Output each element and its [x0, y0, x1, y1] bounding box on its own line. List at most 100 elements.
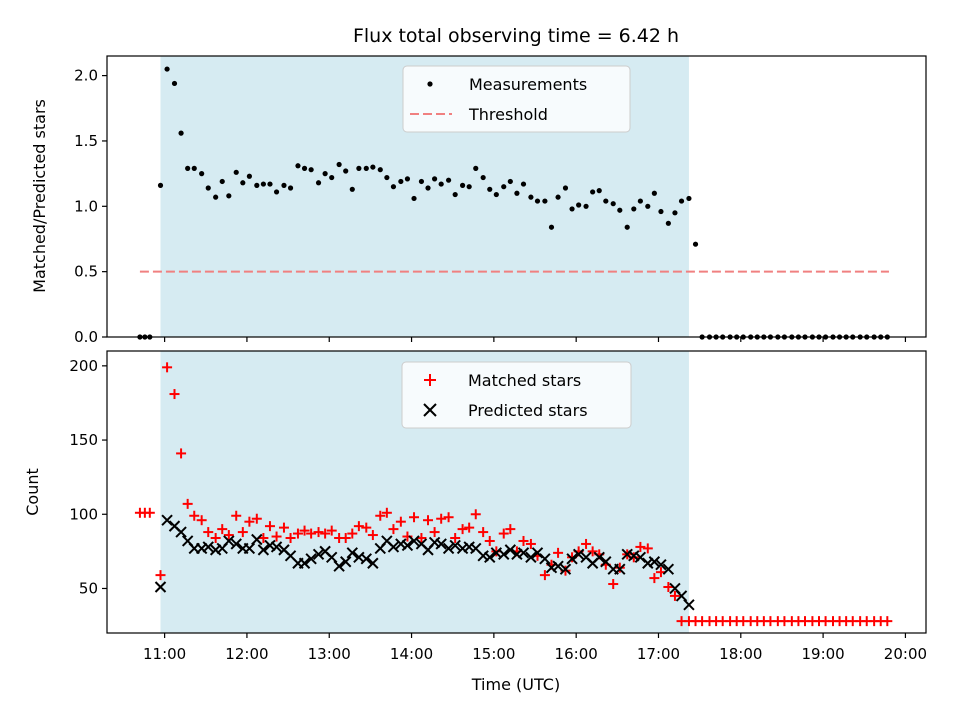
top-legend: Measurements Threshold — [402, 65, 631, 133]
predicted-stars-point-b — [360, 553, 372, 565]
predicted-stars-point-b — [634, 551, 647, 564]
measurement-point — [254, 182, 260, 188]
measurement-point — [514, 190, 520, 196]
measurement-point — [363, 165, 369, 171]
predicted-stars-point — [552, 560, 564, 572]
predicted-stars-point-b — [504, 544, 517, 556]
predicted-stars-point-b — [395, 538, 407, 550]
predicted-stars-point-b — [284, 550, 297, 562]
measurement-point — [329, 174, 335, 181]
predicted-stars-point-b — [161, 514, 173, 526]
matched-stars-point — [353, 521, 364, 532]
bottom-y-tick-label: 200 — [69, 357, 98, 375]
matched-stars-point — [367, 530, 378, 541]
matched-stars-point — [189, 510, 200, 521]
predicted-stars-point — [525, 551, 537, 564]
matched-stars-point — [423, 515, 434, 526]
bottom-axes-frame — [106, 350, 927, 634]
predicted-stars-point-b — [319, 545, 331, 558]
measurement-point — [466, 184, 472, 190]
predicted-stars-point — [154, 581, 167, 593]
measurement-point — [459, 182, 466, 188]
bottom-y-tick-label: 150 — [69, 431, 98, 449]
measurement-point — [487, 186, 493, 192]
measurement-point — [596, 188, 602, 194]
measurement-point — [645, 203, 651, 209]
bottom-legend-box — [401, 361, 632, 429]
predicted-stars-point-b — [498, 548, 510, 561]
matched-stars-point — [608, 579, 619, 590]
measurement-point — [199, 171, 205, 177]
predicted-stars-point — [230, 538, 242, 550]
measurement-point — [384, 174, 390, 181]
predicted-stars-point-b — [525, 551, 537, 564]
matched-stars-point — [581, 538, 592, 549]
predicted-stars-point — [161, 514, 173, 526]
predicted-stars-point-b — [326, 551, 338, 564]
measurement-point — [432, 176, 438, 182]
bottom-series-predicted-stars — [154, 514, 695, 611]
predicted-stars-point-b — [230, 538, 242, 550]
predicted-stars-point-b — [675, 590, 688, 602]
measurement-point — [178, 130, 184, 136]
x-tick-label: 17:00 — [637, 645, 680, 663]
measurement-point — [534, 198, 541, 204]
matched-stars-point — [258, 533, 269, 544]
measurement-point — [164, 66, 170, 72]
measurement-point — [480, 174, 486, 181]
matched-stars-point — [614, 562, 625, 573]
measurement-point — [267, 181, 273, 187]
matched-stars-point — [457, 524, 468, 535]
measurement-point — [370, 164, 376, 170]
matched-stars-point — [271, 531, 282, 542]
measurement-point — [390, 184, 397, 190]
top-y-tick-label: 1.5 — [74, 132, 98, 150]
predicted-stars-point-b — [367, 557, 379, 569]
predicted-stars-point-b — [470, 542, 482, 555]
predicted-stars-point — [339, 556, 352, 568]
matched-stars-point — [292, 528, 303, 539]
predicted-stars-point — [559, 563, 572, 575]
predicted-stars-point — [683, 599, 695, 611]
bottom-y-tick-label: 100 — [69, 505, 98, 523]
matched-stars-point — [498, 528, 509, 539]
predicted-stars-point-b — [531, 547, 544, 559]
predicted-stars-point-b — [264, 539, 276, 552]
measurement-point — [658, 208, 664, 215]
predicted-stars-point — [449, 539, 461, 552]
measurement-point — [651, 190, 657, 196]
measurement-point — [665, 220, 671, 226]
matched-stars-point — [196, 515, 207, 526]
predicted-stars-point-b — [593, 551, 605, 564]
measurement-point — [315, 180, 322, 186]
matched-stars-point — [663, 581, 674, 592]
matched-stars-point — [882, 616, 893, 627]
measurement-point — [411, 195, 417, 202]
matched-stars-point — [375, 510, 386, 521]
predicted-stars-point — [257, 544, 270, 556]
measurement-point — [548, 224, 555, 230]
top-y-tick-label: 1.0 — [74, 197, 98, 215]
predicted-stars-point — [333, 560, 345, 572]
predicted-stars-point — [312, 548, 325, 561]
predicted-stars-point-b — [662, 563, 675, 575]
measurement-point — [452, 191, 458, 198]
predicted-stars-point-b — [339, 556, 352, 568]
predicted-stars-point — [387, 541, 400, 553]
measurement-point — [191, 165, 197, 171]
matched-stars-point — [306, 528, 317, 539]
matched-stars-point — [470, 509, 481, 520]
predicted-stars-point-b — [655, 559, 667, 571]
legend-predicted-label: Predicted stars — [468, 401, 588, 420]
measurement-point — [281, 182, 287, 188]
predicted-stars-point-b — [572, 548, 585, 561]
x-axis-label: Time (UTC) — [471, 675, 560, 694]
measurement-point — [322, 171, 328, 177]
predicted-stars-point-b — [381, 535, 393, 547]
measurement-point — [233, 169, 239, 175]
measurement-point — [301, 165, 308, 171]
measurement-point — [692, 241, 699, 247]
measurement-point — [287, 185, 294, 191]
measurement-point — [226, 193, 232, 199]
